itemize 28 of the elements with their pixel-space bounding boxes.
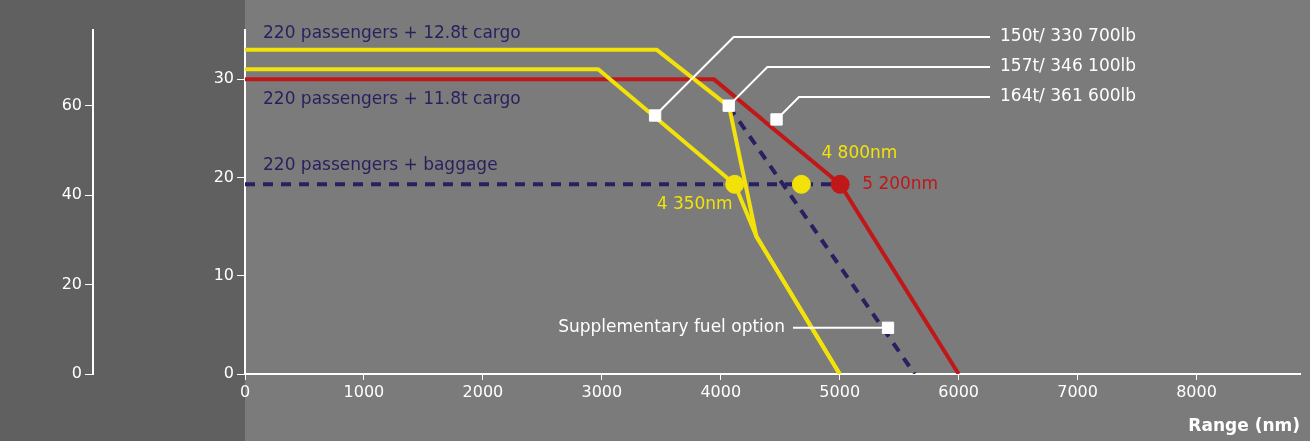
x-tick-label: 8000 bbox=[1176, 381, 1217, 401]
y2-tick-label: 20 bbox=[61, 273, 82, 293]
annotation: 4 800nm bbox=[821, 142, 898, 163]
x-axis-title: Range (nm) bbox=[1188, 415, 1300, 436]
y-tick-label: 20 bbox=[213, 166, 234, 186]
annotation: 150t/ 330 700lb bbox=[1000, 25, 1137, 46]
annotation: 164t/ 361 600lb bbox=[1000, 85, 1137, 106]
x-tick-label: 7000 bbox=[1057, 381, 1098, 401]
x-tick-label: 6000 bbox=[938, 381, 979, 401]
y2-tick-label: 40 bbox=[61, 184, 82, 204]
x-tick-label: 4000 bbox=[700, 381, 742, 401]
annotation: 220 passengers + baggage bbox=[263, 154, 498, 175]
annotation: 157t/ 346 100lb bbox=[1000, 55, 1137, 76]
y2-tick-label: 60 bbox=[61, 95, 82, 115]
annotation: 5 200nm bbox=[862, 172, 939, 193]
y2-tick-label: 0 bbox=[71, 363, 82, 383]
x-tick-label: 3000 bbox=[581, 381, 623, 401]
annotation: 220 passengers + 12.8t cargo bbox=[263, 22, 521, 43]
y-tick-label: 10 bbox=[213, 264, 234, 284]
annotation: 4 350nm bbox=[656, 193, 733, 214]
annotation: Supplementary fuel option bbox=[558, 316, 785, 337]
annotation: 220 passengers + 11.8t cargo bbox=[263, 88, 521, 109]
x-tick-label: 0 bbox=[239, 381, 251, 401]
x-tick-label: 5000 bbox=[819, 381, 861, 401]
y-tick-label: 30 bbox=[213, 68, 234, 88]
y-tick-label: 0 bbox=[223, 363, 234, 383]
x-tick-label: 2000 bbox=[462, 381, 504, 401]
x-tick-label: 1000 bbox=[343, 381, 385, 401]
